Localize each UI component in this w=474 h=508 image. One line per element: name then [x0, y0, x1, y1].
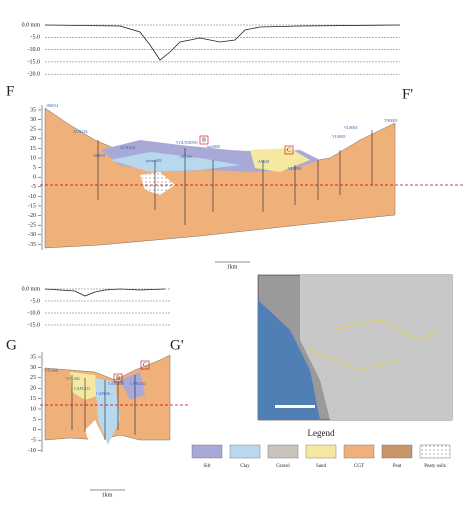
y-tick-label: 5	[33, 417, 36, 423]
profile-top	[44, 24, 401, 61]
well-label: ACN234	[73, 129, 87, 134]
y-tick-label: -35	[28, 242, 36, 248]
y-tick-label: -5.0	[31, 298, 41, 304]
y-tick-label: 10	[30, 406, 36, 412]
well-label: TN0005	[384, 118, 397, 123]
y-tick-label: 0	[33, 175, 36, 181]
well-label: pozzo003	[146, 158, 162, 163]
well-label: CAPL008	[108, 381, 124, 386]
well-label: AS028	[258, 159, 269, 164]
y-tick-label: -10	[28, 194, 36, 200]
legend-label: Peaty soils	[424, 464, 446, 469]
legend	[191, 444, 451, 459]
marker: C	[143, 362, 147, 368]
legend-label: Gravel	[276, 464, 290, 469]
y-tick-label: 25	[30, 375, 36, 381]
marker: B	[116, 375, 120, 381]
y-tick-label: -5.0	[31, 35, 41, 41]
well-label: VL8008	[288, 166, 301, 171]
section-label: G	[6, 337, 17, 353]
y-tick-label: 10	[30, 155, 36, 161]
scale-label: 1km	[227, 264, 238, 270]
y-tick-label: 25	[30, 127, 36, 133]
y-tick-label: 0.0 mm	[22, 22, 41, 28]
well-label: 180034	[46, 103, 58, 108]
section-f	[40, 107, 465, 263]
well-label: 180019	[93, 153, 105, 158]
y-tick-label: 20	[30, 136, 36, 142]
y-tick-label: -15	[28, 203, 36, 209]
y-tick-label: 5	[33, 165, 36, 171]
legend-label: CGT	[354, 464, 364, 469]
well-label: VTL002	[66, 376, 80, 381]
section-g	[40, 354, 190, 491]
map	[257, 274, 453, 421]
well-label: CAPL023	[130, 381, 146, 386]
marker: C	[287, 147, 291, 153]
well-label: CAPL013	[74, 386, 90, 391]
well-label: ACN23A	[120, 145, 135, 150]
well-label: VL8005	[332, 134, 345, 139]
legend-label: Silt	[204, 464, 212, 469]
well-label: VOLTURNO	[176, 140, 198, 145]
scale-label: 1km	[102, 492, 113, 498]
well-label: APOSS	[180, 154, 192, 159]
legend-label: Clay	[240, 464, 250, 469]
legend-label: Sand	[316, 464, 327, 469]
y-tick-label: -30	[28, 232, 36, 238]
y-tick-label: 30	[30, 117, 36, 123]
well-label: CAPL06	[96, 391, 110, 396]
well-label: VL8004	[344, 125, 357, 130]
section-label: G'	[170, 337, 184, 353]
well-label: sm3008	[207, 144, 220, 149]
y-tick-label: 15	[30, 396, 36, 402]
marker: B	[202, 137, 206, 143]
well-label: VTL008	[44, 368, 58, 373]
y-tick-label: -20.0	[28, 72, 41, 78]
y-tick-label: -15.0	[28, 322, 41, 328]
y-tick-label: 35	[30, 354, 36, 360]
y-tick-label: -10.0	[28, 310, 41, 316]
y-tick-label: 35	[30, 107, 36, 113]
y-tick-label: 0.0 mm	[22, 286, 41, 292]
y-tick-label: -5	[31, 438, 36, 444]
y-tick-label: 20	[30, 386, 36, 392]
y-tick-label: 0	[33, 427, 36, 433]
y-tick-label: -25	[28, 223, 36, 229]
profile-bottom	[44, 288, 166, 297]
y-tick-label: -10.0	[28, 47, 41, 53]
y-tick-label: -20	[28, 213, 36, 219]
legend-label: Peat	[393, 464, 402, 469]
y-tick-label: -10	[28, 448, 36, 454]
y-tick-label: -15.0	[28, 59, 41, 65]
section-label: F'	[402, 86, 413, 102]
y-tick-label: 30	[30, 365, 36, 371]
y-tick-label: -5	[31, 184, 36, 190]
y-tick-label: 15	[30, 146, 36, 152]
legend-title: Legend	[308, 428, 335, 438]
section-label: F	[6, 83, 14, 99]
